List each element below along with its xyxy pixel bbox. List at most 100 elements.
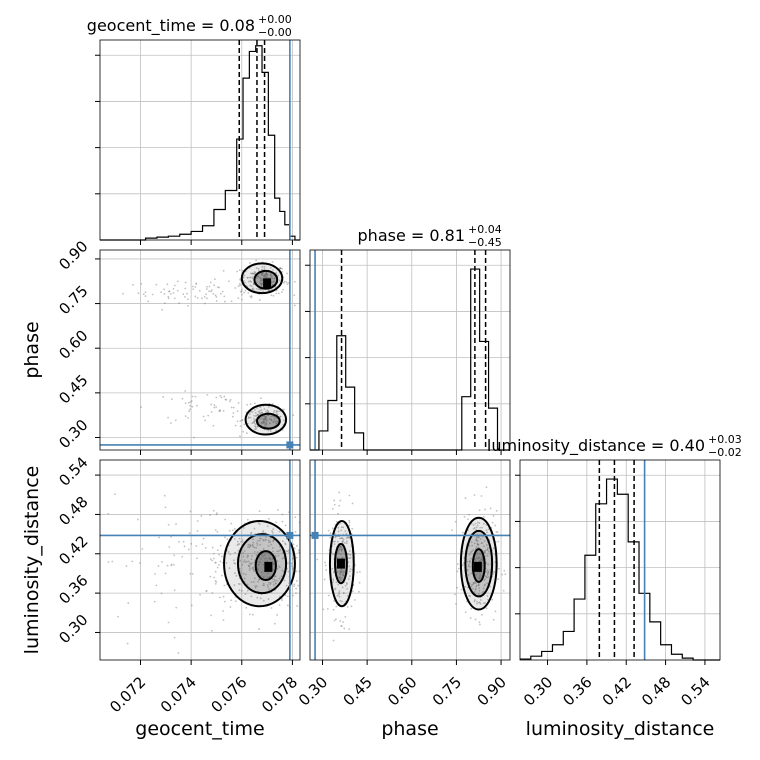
scatter-point	[259, 289, 262, 291]
scatter-point	[219, 560, 222, 563]
scatter-point	[270, 415, 272, 418]
scatter-point	[295, 592, 297, 595]
scatter-point	[274, 579, 277, 582]
scatter-point	[174, 419, 177, 422]
scatter-point	[282, 288, 284, 291]
scatter-point	[262, 555, 264, 558]
scatter-point	[276, 509, 279, 511]
scatter-point	[251, 613, 254, 616]
scatter-point	[230, 300, 233, 303]
scatter-point	[184, 402, 187, 405]
scatter-point	[220, 396, 223, 399]
scatter-point	[476, 602, 478, 605]
scatter-point	[338, 491, 341, 494]
scatter-point	[188, 410, 191, 412]
scatter-point	[258, 578, 261, 581]
scatter-point	[305, 537, 307, 539]
panel-title-plus: +0.04	[468, 223, 502, 236]
scatter-point	[189, 510, 192, 513]
scatter-point	[153, 600, 156, 603]
scatter-point	[281, 513, 284, 516]
scatter-point	[226, 538, 229, 540]
scatter-point	[237, 402, 240, 404]
scatter-point	[205, 590, 208, 593]
scatter-point	[270, 418, 272, 421]
scatter-point	[249, 295, 252, 298]
truth-marker	[311, 531, 319, 539]
scatter-point	[266, 572, 269, 575]
scatter-point	[261, 274, 263, 277]
scatter-point	[184, 295, 186, 298]
scatter-point	[271, 530, 273, 533]
scatter-point	[206, 393, 209, 396]
scatter-point	[293, 304, 296, 307]
scatter-point	[253, 570, 256, 573]
scatter-point	[189, 572, 192, 575]
scatter-point	[253, 283, 255, 286]
scatter-point	[478, 621, 481, 624]
scatter-point	[484, 551, 486, 554]
scatter-point	[168, 290, 171, 293]
scatter-point	[348, 553, 351, 556]
scatter-point	[271, 578, 274, 580]
scatter-point	[256, 542, 258, 545]
scatter-point	[341, 537, 344, 540]
scatter-point	[324, 561, 326, 564]
scatter-point	[475, 539, 478, 542]
scatter-point	[173, 636, 176, 639]
scatter-point	[496, 531, 499, 534]
scatter-point	[482, 590, 485, 593]
scatter-point	[268, 557, 271, 559]
scatter-point	[481, 591, 484, 594]
scatter-point	[249, 403, 252, 406]
scatter-point	[219, 292, 222, 295]
scatter-point	[468, 553, 471, 556]
scatter-point	[271, 547, 274, 549]
scatter-point	[278, 566, 281, 569]
scatter-point	[252, 538, 254, 541]
scatter-point	[241, 419, 244, 421]
scatter-point	[252, 566, 255, 569]
scatter-point	[276, 421, 279, 423]
scatter-point	[348, 570, 351, 573]
scatter-point	[260, 283, 263, 286]
scatter-point	[267, 410, 270, 413]
scatter-point	[293, 585, 295, 587]
scatter-point	[246, 276, 249, 279]
scatter-point	[482, 602, 485, 605]
scatter-point	[472, 524, 475, 526]
scatter-point	[470, 557, 473, 560]
scatter-point	[269, 582, 272, 584]
scatter-point	[348, 521, 351, 524]
scatter-point	[339, 599, 342, 602]
scatter-point	[297, 584, 300, 587]
scatter-point	[270, 607, 273, 609]
scatter-point	[504, 573, 507, 576]
scatter-point	[468, 561, 471, 564]
scatter-point	[184, 287, 187, 290]
scatter-point	[304, 573, 306, 575]
scatter-point	[257, 268, 260, 270]
scatter-point	[167, 416, 169, 419]
scatter-point	[266, 273, 269, 276]
scatter-point	[332, 553, 334, 556]
contour-line	[471, 548, 486, 583]
scatter-point	[484, 583, 487, 586]
scatter-point	[286, 550, 289, 553]
contour-line	[328, 519, 355, 608]
scatter-point	[173, 297, 176, 300]
scatter-point	[170, 398, 173, 401]
scatter-point	[317, 561, 319, 563]
scatter-point	[340, 570, 343, 572]
scatter-point	[278, 577, 281, 580]
scatter-point	[216, 566, 219, 569]
scatter-frame	[309, 459, 511, 661]
scatter-point	[325, 569, 328, 571]
scatter-point	[295, 587, 297, 590]
scatter-point	[250, 296, 253, 299]
scatter-point	[242, 527, 245, 529]
scatter-point	[281, 599, 283, 602]
scatter-point	[260, 279, 263, 282]
scatter-point	[271, 415, 274, 417]
scatter-point	[182, 293, 185, 296]
